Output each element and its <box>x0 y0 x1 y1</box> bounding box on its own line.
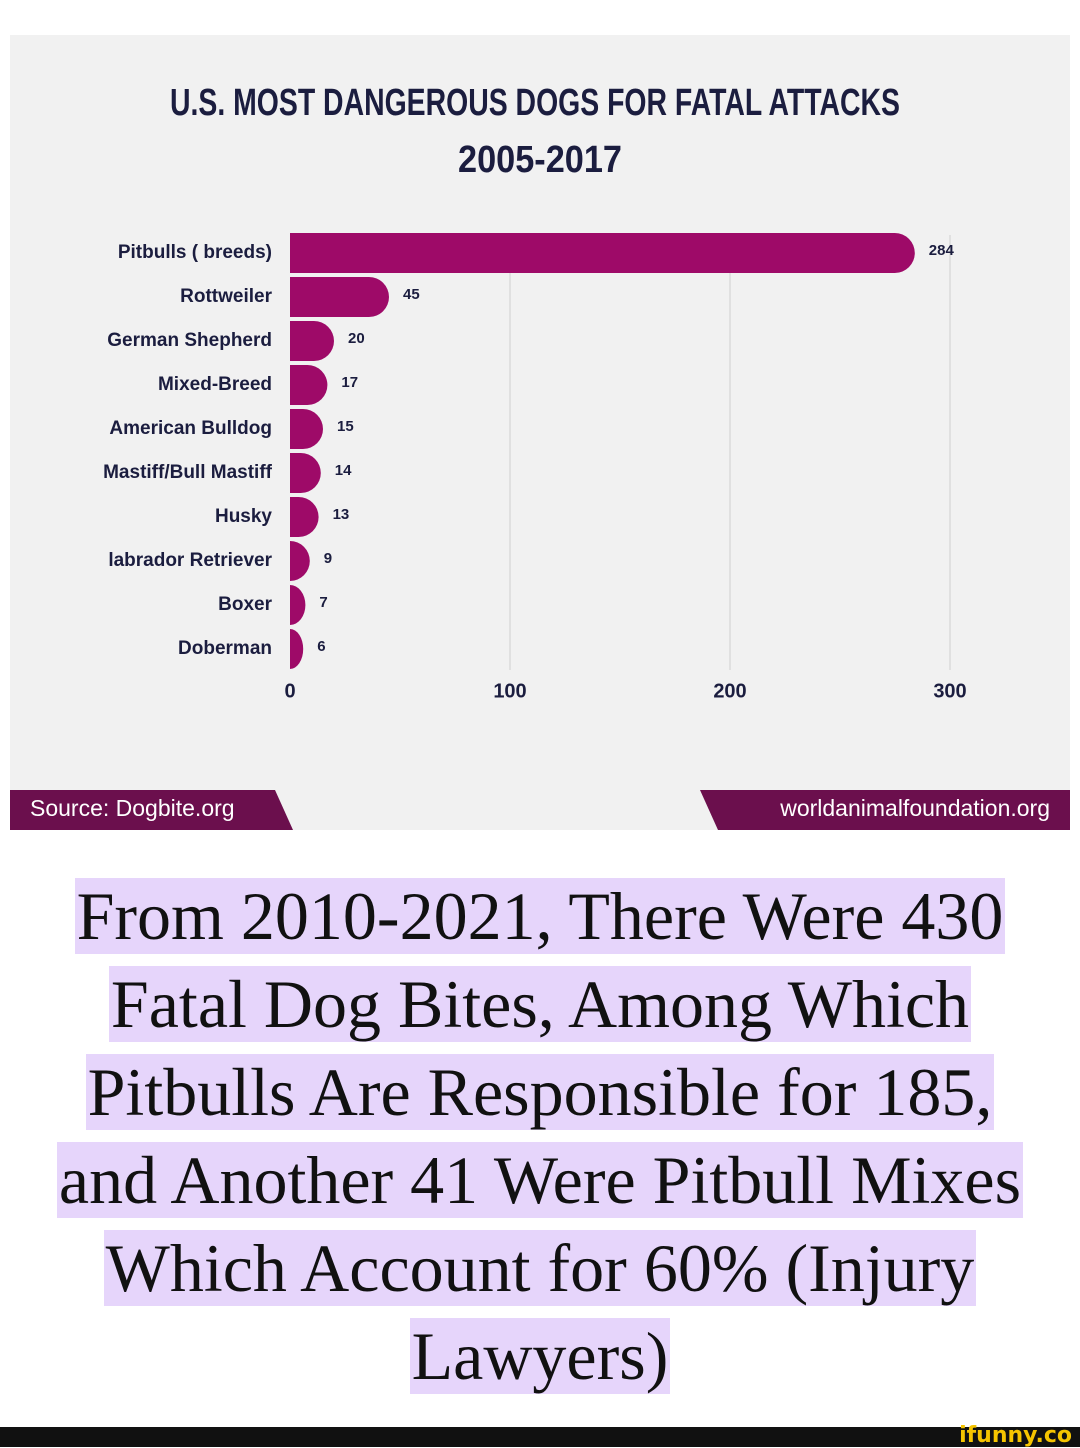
website: worldanimalfoundation.org <box>779 795 1050 821</box>
caption-line-row: From 2010-2021, There Were 430 <box>0 872 1080 960</box>
footer: ifunny.co <box>0 1423 1080 1448</box>
source-band <box>10 790 293 830</box>
x-tick-label: 300 <box>933 680 966 702</box>
website-band <box>700 790 1070 830</box>
chart-panel <box>10 35 1070 830</box>
caption-line-row: Lawyers) <box>0 1312 1080 1400</box>
y-tick-label: American Bulldog <box>109 418 272 439</box>
chart-title: U.S. MOST DANGEROUS DOGS FOR FATAL ATTAC… <box>170 82 900 124</box>
bar <box>290 629 304 669</box>
value-label: 20 <box>348 330 365 347</box>
value-label: 15 <box>337 418 354 435</box>
caption: From 2010-2021, There Were 430 Fatal Dog … <box>0 872 1080 1400</box>
value-label: 6 <box>317 638 325 655</box>
value-label: 7 <box>319 594 327 611</box>
y-tick-label: Husky <box>215 506 272 527</box>
y-tick-label: Mixed-Breed <box>158 374 272 395</box>
value-label: 17 <box>341 374 358 391</box>
chart: U.S. MOST DANGEROUS DOGS FOR FATAL ATTAC… <box>10 35 1070 830</box>
chart-subtitle: 2005-2017 <box>458 139 622 181</box>
caption-line: Pitbulls Are Responsible for 185, <box>85 1054 995 1130</box>
caption-line: and Another 41 Were Pitbull Mixes <box>56 1142 1024 1218</box>
caption-line-row: Pitbulls Are Responsible for 185, <box>0 1048 1080 1136</box>
bar <box>290 321 334 361</box>
value-label: 45 <box>403 286 420 303</box>
x-tick-label: 0 <box>284 680 295 702</box>
y-tick-label: labrador Retriever <box>108 550 272 571</box>
caption-line-row: and Another 41 Were Pitbull Mixes <box>0 1136 1080 1224</box>
y-tick-label: Pitbulls ( breeds) <box>118 242 272 263</box>
y-tick-label: Rottweiler <box>180 286 272 307</box>
y-tick-label: Mastiff/Bull Mastiff <box>103 462 273 483</box>
bar <box>290 541 310 581</box>
bar <box>290 453 321 493</box>
caption-line: Fatal Dog Bites, Among Which <box>108 966 972 1042</box>
y-tick-label: Boxer <box>218 594 272 615</box>
value-label: 14 <box>335 462 352 479</box>
caption-line: Which Account for 60% (Injury <box>103 1230 977 1306</box>
bar <box>290 409 323 449</box>
bar <box>290 585 306 625</box>
source: Source: Dogbite.org <box>30 795 235 821</box>
bar <box>290 233 915 273</box>
y-tick-label: German Shepherd <box>107 330 272 351</box>
value-label: 9 <box>324 550 332 567</box>
caption-line-row: Fatal Dog Bites, Among Which <box>0 960 1080 1048</box>
value-label: 284 <box>929 242 955 259</box>
bar <box>290 497 319 537</box>
y-tick-label: Doberman <box>178 638 272 659</box>
bar <box>290 365 328 405</box>
caption-line-row: Which Account for 60% (Injury <box>0 1224 1080 1312</box>
logo: ifunny.co <box>959 1423 1072 1448</box>
value-label: 13 <box>333 506 350 523</box>
caption-line: From 2010-2021, There Were 430 <box>74 878 1006 954</box>
x-tick-label: 200 <box>713 680 746 702</box>
x-tick-label: 100 <box>493 680 526 702</box>
caption-line: Lawyers) <box>409 1318 671 1394</box>
bar <box>290 277 389 317</box>
